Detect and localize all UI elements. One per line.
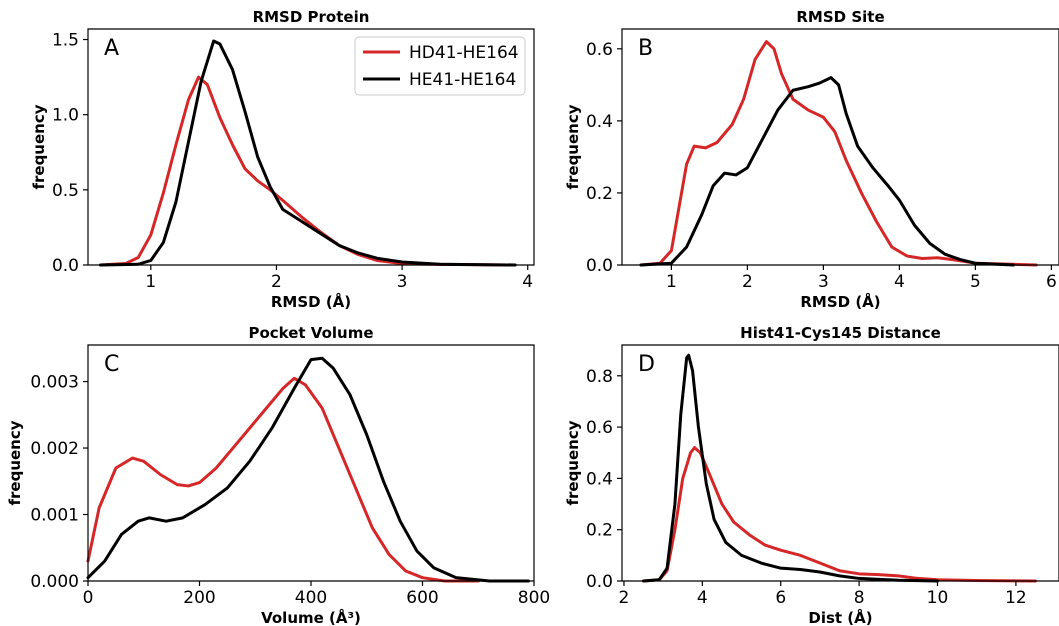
panel-d-xtick-label: 6	[775, 588, 786, 608]
panel-b-ytick-label: 0.2	[586, 184, 613, 204]
panel-d-letter: D	[638, 352, 655, 377]
panel-b-axes-frame	[621, 28, 1059, 266]
panel-c-xtick-label: 400	[295, 588, 327, 608]
panel-d-ytick-label: 0.8	[586, 367, 613, 387]
panel-b-x-axis-label: RMSD (Å)	[800, 292, 880, 311]
panel-d-series-he41-he164-line	[642, 353, 939, 583]
panel-a-y-axis-label: frequency	[30, 104, 48, 189]
panel-a-title: RMSD Protein	[253, 8, 370, 26]
legend: HD41-HE164 HE41-HE164	[354, 36, 526, 96]
panel-a-axes-frame	[87, 28, 535, 266]
panel-b-series-he41-he164-line	[639, 76, 1015, 267]
panel-a-xtick-label: 1	[145, 272, 156, 292]
panel-c-y-axis-label: frequency	[6, 420, 24, 505]
panel-c-ytick-label: 0.002	[30, 439, 79, 459]
panel-c-ytick-label: 0.003	[30, 373, 79, 393]
panel-d-ytick-label: 0.0	[586, 572, 613, 592]
panel-d-ytick-label: 0.4	[586, 469, 613, 489]
panel-a-ytick-label: 1.5	[52, 31, 79, 51]
panel-c-axes-frame	[87, 344, 535, 582]
panel-c-xtick-label: 200	[183, 588, 215, 608]
panel-b-xtick-label: 3	[818, 272, 829, 292]
panel-b-xtick-label: 4	[894, 272, 905, 292]
panel-a-xtick-label: 2	[271, 272, 282, 292]
panel-d-xtick-label: 10	[927, 588, 949, 608]
panel-a-ytick-label: 1.0	[52, 106, 79, 126]
panel-d-xtick-label: 8	[854, 588, 865, 608]
panel-b: 1 2 3 4 5 6 0.0 0.2 0.4 0.6 RMSD Site B RMSD (Å) freq…	[564, 8, 1059, 311]
panel-a-series-he41-he164-line	[99, 39, 517, 267]
panel-b-xtick-label: 2	[742, 272, 753, 292]
panel-c-ytick-label: 0.001	[30, 506, 79, 526]
panel-a-ytick-label: 0.0	[52, 256, 79, 276]
panel-c-title: Pocket Volume	[248, 324, 373, 342]
panel-b-series-hd41-he164-line	[639, 40, 1038, 267]
panel-a-series-hd41-he164-line	[99, 75, 517, 267]
panel-b-xtick-label: 6	[1046, 272, 1057, 292]
panel-c-xtick-label: 800	[518, 588, 550, 608]
panel-a-letter: A	[104, 36, 119, 61]
panel-b-ytick-label: 0.6	[586, 40, 613, 60]
panel-a-xtick-label: 4	[522, 272, 533, 292]
panel-c-series-he41-he164-line	[86, 356, 530, 583]
panel-c-letter: C	[104, 352, 119, 377]
panel-b-title: RMSD Site	[796, 8, 884, 26]
legend-label-he41-he164: HE41-HE164	[409, 70, 516, 90]
panel-a-x-axis-label: RMSD (Å)	[271, 292, 351, 311]
panel-d-ytick-label: 0.2	[586, 521, 613, 541]
panel-d-xtick-label: 12	[1005, 588, 1027, 608]
panel-b-ytick-label: 0.0	[586, 256, 613, 276]
panel-c-xtick-label: 0	[83, 588, 94, 608]
panel-b-xtick-label: 1	[666, 272, 677, 292]
panel-d-xtick-label: 4	[697, 588, 708, 608]
panel-a-ytick-label: 0.5	[52, 181, 79, 201]
panel-d-xtick-label: 2	[619, 588, 630, 608]
panel-d-title: Hist41-Cys145 Distance	[740, 324, 941, 342]
panel-d-y-axis-label: frequency	[564, 420, 582, 505]
panel-b-xtick-label: 5	[970, 272, 981, 292]
panel-c: 0 200 400 600 800 0.000 0.001 0.002 0.003 Pocket …	[6, 324, 550, 626]
panel-c-xtick-label: 600	[406, 588, 438, 608]
panel-a-xtick-label: 3	[397, 272, 408, 292]
panel-c-ytick-label: 0.000	[30, 572, 79, 592]
panel-c-x-axis-label: Volume (Å³)	[261, 608, 361, 626]
panel-b-letter: B	[638, 36, 653, 61]
panel-b-y-axis-label: frequency	[564, 104, 582, 189]
panel-b-ytick-label: 0.4	[586, 112, 613, 132]
panel-d-axes-frame	[621, 344, 1059, 582]
legend-label-hd41-he164: HD41-HE164	[409, 43, 519, 63]
panel-c-series-hd41-he164-line	[86, 376, 480, 583]
panel-d: 2 4 6 8 10 12 0.0 0.2 0.4 0.6 0.8 Hist41-Cys145 Dis…	[564, 324, 1059, 626]
panel-a: 1 2 3 4 0.0 0.5 1.0 1.5 RMSD Protein A RMSD (Å) fre…	[30, 8, 535, 311]
panel-d-x-axis-label: Dist (Å)	[808, 608, 872, 626]
panel-d-series-hd41-he164-line	[642, 446, 1037, 583]
panel-d-ytick-label: 0.6	[586, 418, 613, 438]
